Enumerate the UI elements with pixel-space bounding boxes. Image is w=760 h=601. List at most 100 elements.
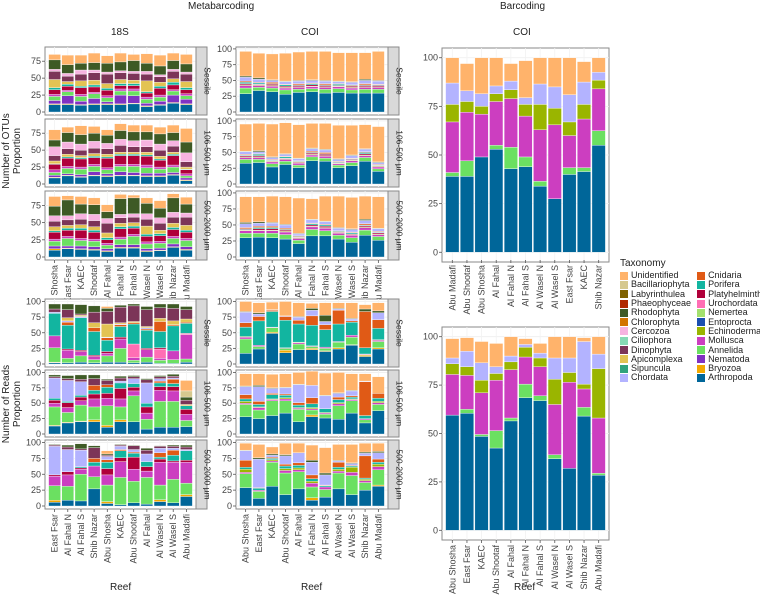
bar-segment-porifera [180,450,193,461]
bar-segment-unidentified [140,197,154,204]
bar-segment-unidentified [319,195,332,222]
bar-segment-apicomplexa [127,321,140,323]
x-tick-label: KAEC [76,265,86,290]
x-tick-label: Abu Shosha [241,265,251,314]
bar-segment-mollusca [239,157,252,160]
bar-segment-platyhelminthes [74,396,88,401]
bar-segment-mollusca [533,129,548,182]
bar-segment-chordata [252,79,266,83]
bar-segment-porifera [48,313,61,337]
bar-segment-annelida [252,409,266,419]
x-tick-label: KAEC [116,514,126,539]
bar-segment-unidentified [305,198,319,220]
legend-label: Cnidaria [708,270,742,281]
bar-segment-unidentified [74,196,88,205]
bar-segment-platyhelminthes [114,388,127,400]
bar-segment-annelida [265,400,279,416]
bar-segment-dinophyta [87,220,101,227]
bar-segment-chordata [48,377,61,399]
bar-segment-porifera [87,156,101,158]
bar-segment-cercozoa [180,152,193,162]
bar-segment-arthropoda [265,237,279,258]
bar-segment-dinophyta [167,216,180,224]
bar-segment-porifera [153,382,167,387]
bar-segment-arthropoda [252,162,266,185]
bar-segment-porifera [127,83,140,86]
bar-segment-apicomplexa [140,80,154,92]
y-tick-label: 100 [26,367,41,377]
bar-segment-platyhelminthes [87,232,101,240]
bar-segment-dinophyta [140,379,154,384]
legend-item: Apicomplexa [620,354,691,364]
y-tick-label: 0 [227,107,232,117]
bar-segment-annelida [358,157,372,162]
bar-segment-porifera [101,387,114,394]
y-tick-label: 75 [222,132,232,142]
x-tick-label: East Fsar [50,514,60,553]
x-tick-label: East Fsar [254,514,264,553]
bar-segment-arthropoda [74,361,88,365]
bar-segment-dinophyta [180,161,193,168]
bar-segment-arthropoda [372,240,385,258]
bar-segment-mollusca [101,95,114,98]
bar-segment-unidentified [358,304,372,310]
bar-segment-rhodophyta [239,75,252,78]
bar-segment-porifera [252,82,266,85]
bar-segment-mollusca [358,480,372,483]
bar-segment-dinophyta [180,446,193,450]
bar-segment-annelida [332,88,345,93]
bar-segment-platyhelminthes [101,468,114,476]
x-tick-label: Abu Madafi [447,265,457,311]
bar-segment-annelida [358,482,372,491]
bar-segment-chordata [474,93,489,107]
bar-segment-cnidaria [127,451,140,454]
bar-segment-annelida [61,486,74,501]
bar-segment-annelida [87,359,101,363]
bar-segment-unidentified [292,51,305,81]
bar-segment-arthropoda [265,486,279,507]
bar-segment-cnidaria [252,401,266,405]
bar-segment-annelida [74,404,88,422]
bar-segment-rhodophyta [74,443,88,450]
bar-segment-annelida [61,358,74,363]
bar-segment-mollusca [239,472,252,474]
bar-segment-mollusca [372,87,385,90]
bar-segment-apicomplexa [114,322,127,325]
bar-segment-apicomplexa [180,318,193,323]
bar-segment-chordata [489,85,504,94]
bar-segment-apicomplexa [167,320,180,325]
y-tick-label: 0 [36,501,41,511]
bar-segment-annelida [87,241,101,247]
bar-segment-platyhelminthes [265,84,279,86]
bar-segment-cnidaria [101,337,114,341]
bar-segment-bryozoa [87,419,101,422]
bar-east-fsar [61,54,74,113]
legend-item: Sipuncula [620,364,691,373]
bar-segment-porifera [167,82,180,86]
bar-segment-chordata [252,386,266,402]
bar-segment-unidentified [74,125,88,135]
bar-segment-arthropoda [127,421,140,435]
bar-segment-unidentified [292,442,305,453]
bar-segment-porifera [319,329,332,348]
bar-segment-chordata [114,446,127,450]
bar-segment-arthropoda [180,426,193,435]
bar-segment-porifera [167,455,180,462]
bar-segment-platyhelminthes [372,232,385,235]
bar-segment-mollusca [372,340,385,342]
bar-segment-platyhelminthes [319,226,332,228]
bar-segment-arthropoda [460,412,474,531]
bar-segment-platyhelminthes [101,158,114,168]
bar-segment-porifera [74,395,88,398]
bar-shib-nazar [358,442,372,507]
y-tick-label: 0 [227,179,232,189]
x-tick-label: Abu Shootaf [129,514,139,564]
bar-segment-echinodermata [279,468,292,471]
bar-segment-mollusca [358,155,372,158]
bar-segment-rhodophyta [358,79,372,81]
bar-segment-mollusca [167,236,180,239]
bar-abu-shosha [101,450,114,507]
bar-segment-cnidaria [358,455,372,479]
bar-segment-annelida [74,96,88,102]
